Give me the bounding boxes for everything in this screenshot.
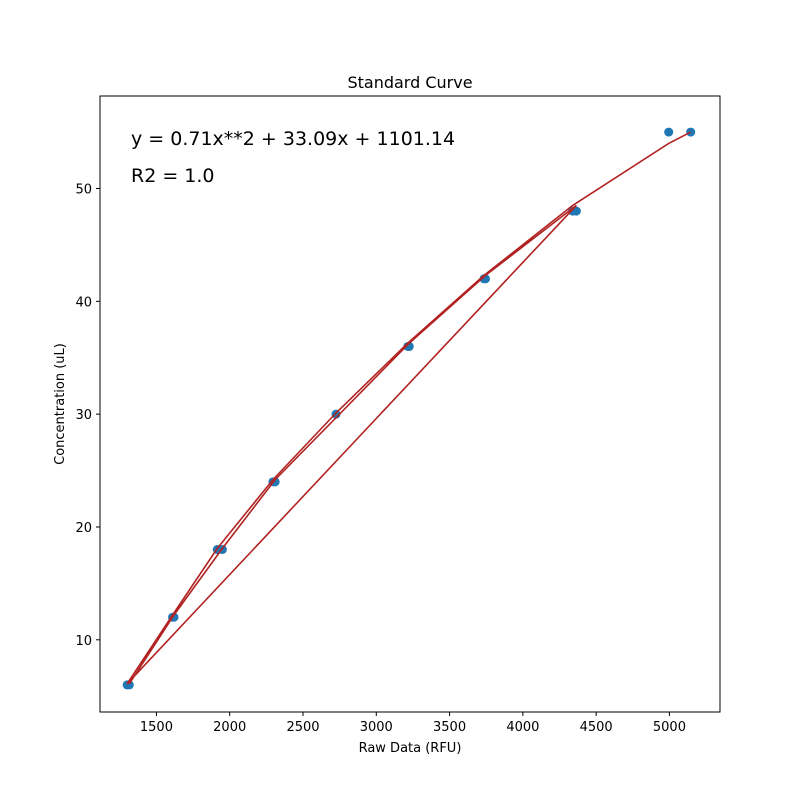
fit-line — [126, 131, 692, 685]
x-tick-label: 2000 — [213, 720, 246, 735]
y-tick-label: 40 — [75, 295, 92, 310]
y-tick-label: 10 — [75, 634, 92, 649]
x-tick-label: 3000 — [360, 720, 393, 735]
x-tick-label: 5000 — [653, 720, 686, 735]
plot-area-frame — [99, 95, 721, 713]
y-axis-label: Concentration (uL) — [53, 343, 68, 465]
x-tick-label: 2500 — [286, 720, 319, 735]
plot-marks — [122, 127, 696, 690]
x-tick-label: 4500 — [580, 720, 613, 735]
chart-title: Standard Curve — [347, 73, 472, 92]
equation-annotation: y = 0.71x**2 + 33.09x + 1101.14 — [131, 128, 455, 150]
x-axis: 1500 2000 2500 3000 3500 4000 4500 5000 — [140, 712, 686, 735]
r2-annotation: R2 = 1.0 — [131, 165, 215, 187]
y-tick-label: 30 — [75, 408, 92, 423]
y-tick-label: 50 — [75, 183, 92, 198]
x-axis-label: Raw Data (RFU) — [359, 741, 462, 756]
x-tick-label: 1500 — [140, 720, 173, 735]
x-tick-label: 3500 — [433, 720, 466, 735]
data-point — [664, 127, 674, 137]
y-tick-label: 20 — [75, 521, 92, 536]
x-tick-label: 4000 — [506, 720, 539, 735]
y-axis: 10 20 30 40 50 — [75, 183, 100, 649]
